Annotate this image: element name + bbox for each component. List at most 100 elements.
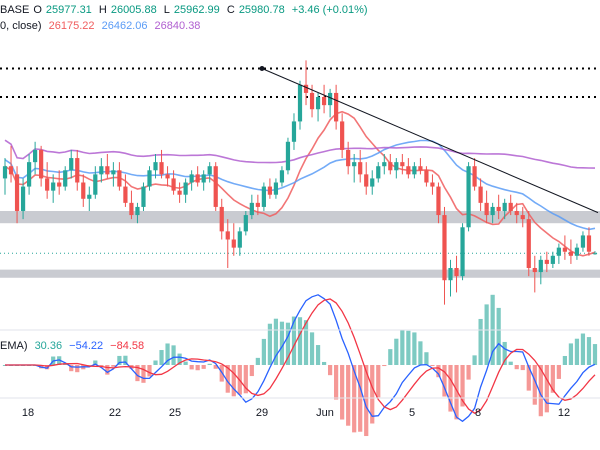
macd-histogram-bar bbox=[508, 361, 513, 365]
macd-histogram-bar bbox=[340, 365, 345, 420]
macd-histogram-bar bbox=[574, 338, 580, 365]
macd-histogram-bar bbox=[454, 365, 459, 420]
macd-histogram-bar bbox=[556, 365, 561, 379]
macd-histogram-bar bbox=[273, 318, 279, 365]
candle-body bbox=[496, 206, 501, 211]
macd-histogram-bar bbox=[303, 320, 309, 365]
macd-histogram-bar bbox=[478, 318, 483, 365]
candle-body bbox=[63, 170, 68, 187]
candle-body bbox=[183, 182, 188, 195]
macd-histogram-bar bbox=[261, 338, 266, 365]
candle bbox=[26, 154, 32, 195]
candle-body bbox=[39, 149, 44, 179]
candle-body bbox=[454, 268, 459, 277]
candle bbox=[394, 158, 399, 179]
candle bbox=[261, 182, 266, 211]
candle bbox=[45, 162, 50, 199]
close-value: 25980.78 bbox=[238, 4, 285, 16]
candle-body bbox=[370, 178, 375, 187]
candle-body bbox=[261, 186, 266, 207]
candle-body bbox=[171, 178, 176, 191]
candle-body bbox=[327, 92, 333, 106]
macd-line bbox=[5, 294, 596, 423]
candle bbox=[340, 113, 345, 159]
candle-body bbox=[478, 186, 483, 203]
macd-histogram-bar bbox=[394, 338, 399, 365]
candle-body bbox=[255, 202, 260, 207]
candle-body bbox=[364, 174, 369, 187]
candle-body bbox=[424, 170, 429, 183]
candle-body bbox=[243, 215, 248, 232]
candles bbox=[2, 60, 598, 305]
macd-histogram-bar bbox=[45, 365, 50, 370]
candle bbox=[418, 158, 423, 175]
candle-body bbox=[520, 215, 525, 220]
candle-body bbox=[285, 141, 291, 171]
support-zones bbox=[0, 211, 600, 278]
candle-body bbox=[544, 259, 549, 264]
candle-body bbox=[340, 121, 345, 150]
candle bbox=[105, 154, 110, 179]
candle-body bbox=[538, 259, 543, 273]
macd-histogram-bar bbox=[297, 317, 303, 365]
macd-histogram-bar bbox=[544, 365, 549, 413]
low-value: 25962.99 bbox=[173, 4, 220, 16]
candle bbox=[334, 84, 339, 130]
x-tick-label: 5 bbox=[408, 407, 416, 419]
macd-histogram-bar bbox=[315, 345, 321, 365]
macd-histogram-bar bbox=[111, 365, 116, 367]
candle bbox=[550, 251, 555, 268]
macd-histogram-bar bbox=[201, 365, 206, 369]
candle bbox=[496, 194, 501, 220]
candle-body bbox=[147, 170, 152, 187]
candle bbox=[81, 174, 86, 207]
candle-body bbox=[225, 231, 230, 240]
close-label: C bbox=[226, 4, 235, 16]
macd-histogram-bar bbox=[346, 365, 351, 426]
macd-histogram-bar bbox=[364, 365, 369, 437]
candle bbox=[237, 227, 242, 256]
macd-histogram-bar bbox=[309, 332, 315, 365]
candle bbox=[141, 182, 146, 211]
macd-histogram-bar bbox=[430, 365, 435, 366]
candle bbox=[490, 202, 495, 224]
macd-histogram-bar bbox=[580, 333, 586, 365]
candle bbox=[291, 113, 297, 150]
macd-histogram-bar bbox=[352, 365, 357, 433]
candle bbox=[51, 174, 56, 203]
ma-legend[interactable]: 0, close) 26175.22 26462.06 26840.38 bbox=[0, 20, 204, 32]
candle bbox=[400, 154, 405, 175]
candle-body bbox=[309, 92, 315, 110]
macd-histogram-bar bbox=[255, 357, 260, 365]
macd-histogram-bar bbox=[291, 316, 297, 365]
candle-body bbox=[562, 247, 567, 252]
trendline-anchor bbox=[259, 66, 265, 71]
candle-body bbox=[334, 92, 339, 122]
candle bbox=[87, 186, 92, 211]
macd-histogram-bar bbox=[141, 365, 146, 383]
candle-body bbox=[580, 235, 586, 248]
macd-histogram-bar bbox=[538, 365, 543, 417]
macd-histogram-bar bbox=[117, 355, 122, 365]
ohlc-legend[interactable]: BASE O 25977.31 H 26005.88 L 25962.99 C 25980… bbox=[0, 4, 372, 16]
candle bbox=[201, 170, 206, 191]
macd-histogram-bar bbox=[436, 365, 441, 378]
candle-body bbox=[436, 186, 441, 216]
candle-body bbox=[490, 206, 495, 216]
candle bbox=[39, 145, 44, 187]
candle-body bbox=[117, 170, 122, 187]
candle-body bbox=[111, 170, 116, 175]
candle bbox=[448, 259, 453, 297]
candle bbox=[243, 211, 248, 236]
candle bbox=[442, 206, 447, 305]
candle bbox=[580, 231, 586, 252]
x-tick-label: 12 bbox=[557, 407, 571, 419]
macd-histogram-bar bbox=[249, 365, 254, 377]
candle bbox=[532, 255, 537, 293]
candle bbox=[454, 255, 459, 293]
candle-body bbox=[8, 166, 14, 175]
x-tick-label: 8 bbox=[474, 407, 482, 419]
macd-histogram-bar bbox=[243, 365, 248, 394]
macd-legend[interactable]: EMA) 30.36 −54.22 −84.58 bbox=[0, 340, 148, 352]
